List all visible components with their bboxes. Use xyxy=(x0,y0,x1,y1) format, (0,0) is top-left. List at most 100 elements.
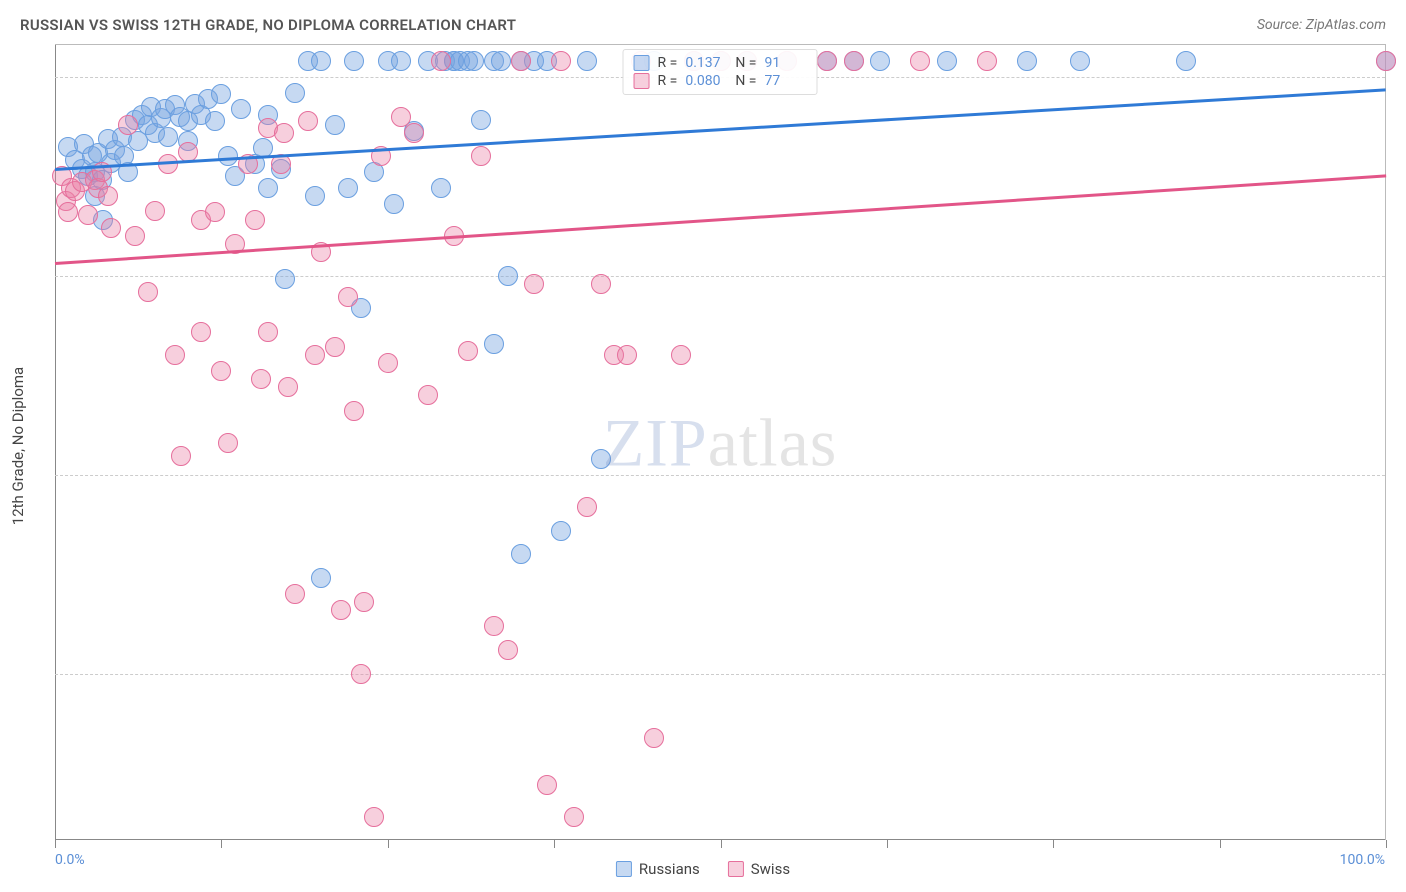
data-point xyxy=(577,497,597,517)
stat-legend: R = 0.137 N = 91 R = 0.080 N = 77 xyxy=(623,49,818,95)
x-tick xyxy=(221,840,222,848)
chart-area: 62.5%75.0%87.5%100.0% ZIPatlas R =0.137N… xyxy=(55,44,1386,840)
data-point xyxy=(1376,51,1396,71)
legend-swatch xyxy=(634,55,650,71)
y-tick-label: 87.5% xyxy=(1395,268,1406,284)
data-point xyxy=(338,178,358,198)
data-point xyxy=(431,178,451,198)
data-point xyxy=(431,51,451,71)
y-axis-label: 12th Grade, No Diploma xyxy=(9,367,27,525)
data-point xyxy=(471,146,491,166)
x-tick xyxy=(388,840,389,848)
data-point xyxy=(937,51,957,71)
data-point xyxy=(331,600,351,620)
n-value: 77 xyxy=(764,73,806,89)
data-point xyxy=(870,51,890,71)
data-point xyxy=(191,322,211,342)
y-tick-label: 75.0% xyxy=(1395,467,1406,483)
data-point xyxy=(285,83,305,103)
y-tick-label: 62.5% xyxy=(1395,666,1406,682)
data-point xyxy=(158,127,178,147)
data-point xyxy=(671,345,691,365)
data-point xyxy=(591,449,611,469)
x-tick xyxy=(55,840,56,848)
data-point xyxy=(404,123,424,143)
data-point xyxy=(817,51,837,71)
data-point xyxy=(205,202,225,222)
data-point xyxy=(498,266,518,286)
data-point xyxy=(491,51,511,71)
chart-header: RUSSIAN VS SWISS 12TH GRADE, NO DIPLOMA … xyxy=(0,0,1406,44)
x-axis-min-label: 0.0% xyxy=(55,852,85,868)
data-point xyxy=(644,728,664,748)
data-point xyxy=(98,186,118,206)
data-point xyxy=(211,361,231,381)
n-label: N = xyxy=(735,55,756,71)
data-point xyxy=(564,807,584,827)
data-point xyxy=(551,51,571,71)
data-point xyxy=(384,194,404,214)
data-point xyxy=(325,337,345,357)
x-tick xyxy=(1386,840,1387,848)
x-tick xyxy=(554,840,555,848)
data-point xyxy=(484,334,504,354)
data-point xyxy=(511,51,531,71)
data-point xyxy=(464,51,484,71)
data-point xyxy=(418,385,438,405)
data-point xyxy=(145,201,165,221)
data-point xyxy=(285,584,305,604)
x-tick xyxy=(887,840,888,848)
data-point xyxy=(344,51,364,71)
plot-surface: 62.5%75.0%87.5%100.0% xyxy=(55,45,1385,840)
x-tick xyxy=(1053,840,1054,848)
r-label: R = xyxy=(658,73,678,89)
series-legend: RussiansSwiss xyxy=(616,860,790,878)
data-point xyxy=(551,521,571,541)
trend-line xyxy=(55,88,1386,170)
data-point xyxy=(1176,51,1196,71)
data-point xyxy=(910,51,930,71)
n-value: 91 xyxy=(764,55,806,71)
data-point xyxy=(577,51,597,71)
data-point xyxy=(351,664,371,684)
data-point xyxy=(537,775,557,795)
data-point xyxy=(378,353,398,373)
data-point xyxy=(251,369,271,389)
data-point xyxy=(158,154,178,174)
data-point xyxy=(258,178,278,198)
x-tick xyxy=(1220,840,1221,848)
r-label: R = xyxy=(658,55,678,71)
data-point xyxy=(511,544,531,564)
data-point xyxy=(58,202,78,222)
data-point xyxy=(524,274,544,294)
legend-swatch xyxy=(728,861,744,877)
data-point xyxy=(391,51,411,71)
data-point xyxy=(364,807,384,827)
data-point xyxy=(278,377,298,397)
data-point xyxy=(211,84,231,104)
data-point xyxy=(165,345,185,365)
data-point xyxy=(298,111,318,131)
data-point xyxy=(344,401,364,421)
gridline xyxy=(55,475,1385,476)
legend-label: Russians xyxy=(639,860,700,878)
data-point xyxy=(1070,51,1090,71)
data-point xyxy=(484,616,504,636)
y-tick-label: 100.0% xyxy=(1395,69,1406,85)
data-point xyxy=(458,341,478,361)
data-point xyxy=(591,274,611,294)
x-tick xyxy=(721,840,722,848)
data-point xyxy=(218,433,238,453)
r-value: 0.080 xyxy=(685,73,727,89)
stat-legend-row: R = 0.137 N = 91 xyxy=(634,54,807,72)
x-axis-max-label: 100.0% xyxy=(1340,852,1385,868)
n-label: N = xyxy=(735,73,756,89)
data-point xyxy=(1017,51,1037,71)
data-point xyxy=(118,115,138,135)
data-point xyxy=(305,186,325,206)
data-point xyxy=(977,51,997,71)
r-value: 0.137 xyxy=(685,55,727,71)
stat-legend-row: R = 0.080 N = 77 xyxy=(634,72,807,90)
gridline xyxy=(55,276,1385,277)
data-point xyxy=(125,226,145,246)
